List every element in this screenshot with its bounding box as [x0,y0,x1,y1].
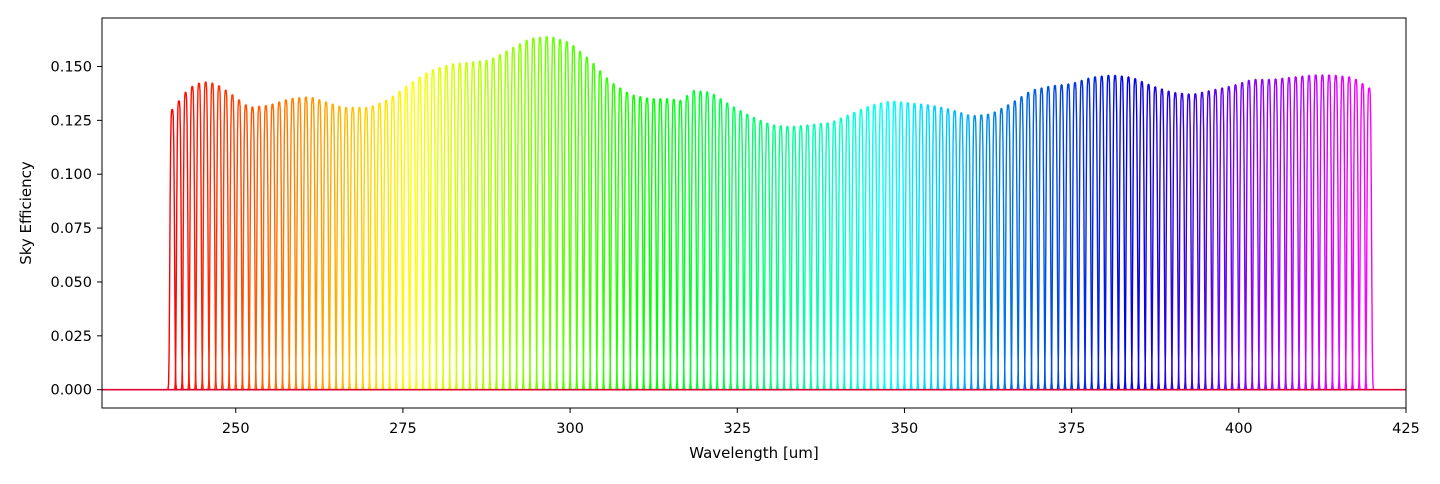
x-tick-label: 375 [1058,421,1086,437]
y-tick-label: 0.000 [50,383,92,399]
x-tick-label: 300 [556,421,584,437]
x-axis-label: Wavelength [um] [689,444,819,462]
plot-frame [101,17,1407,409]
channel-series-group [166,35,1375,391]
x-tick-label: 425 [1392,421,1420,437]
y-axis-label: Sky Efficiency [17,161,35,265]
channel-peak-180 [1363,87,1375,391]
x-axis-ticks: 250 275 300 325 350 375 400 425 [222,408,1420,437]
y-tick-label: 0.125 [50,113,92,129]
x-tick-label: 325 [723,421,751,437]
y-axis-ticks: 0.000 0.025 0.050 0.075 0.100 0.125 0.150 [50,59,102,399]
x-tick-label: 350 [891,421,919,437]
y-tick-label: 0.025 [50,329,92,345]
x-tick-label: 400 [1225,421,1253,437]
y-tick-label: 0.150 [50,59,92,75]
x-tick-label: 275 [389,421,417,437]
x-tick-label: 250 [222,421,250,437]
y-tick-label: 0.050 [50,275,92,291]
y-tick-label: 0.075 [50,221,92,237]
y-tick-label: 0.100 [50,167,92,183]
